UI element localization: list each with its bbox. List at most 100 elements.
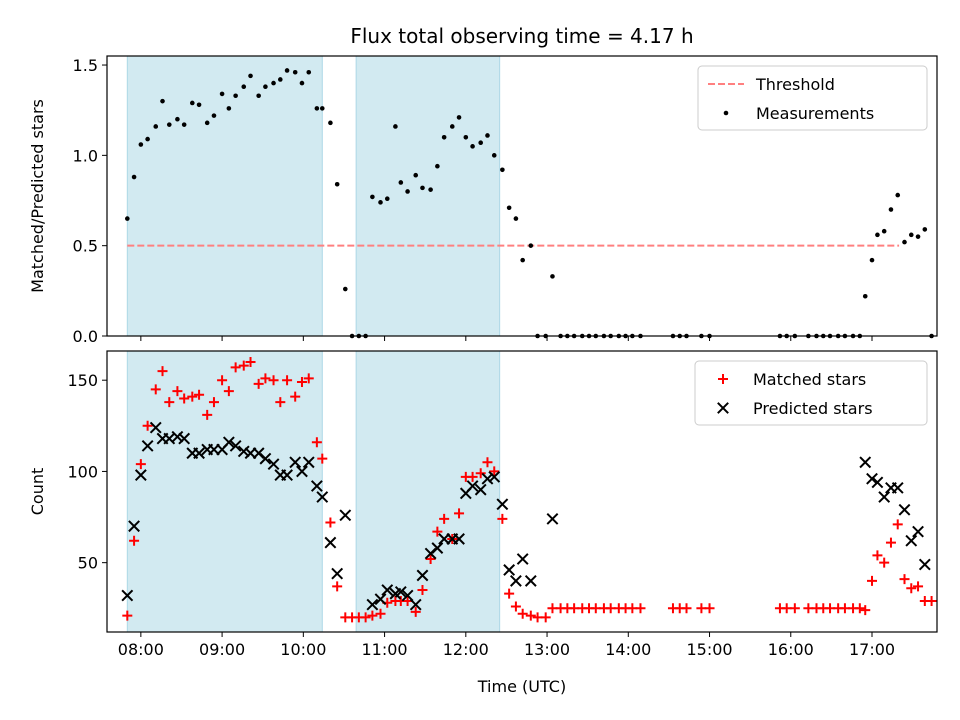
measurement-point [398, 180, 404, 185]
measurement-point [506, 205, 512, 211]
y-tick-label: 1.0 [73, 146, 98, 165]
predicted-point [891, 481, 904, 494]
measurement-point [428, 187, 433, 192]
predicted-point [141, 439, 154, 452]
measurement-point [370, 194, 375, 200]
matched-point [899, 574, 910, 585]
plot-frame [106, 350, 938, 633]
predicted-point [912, 525, 924, 538]
measurement-point [125, 216, 130, 221]
observing-window [126, 55, 323, 337]
matched-point [410, 606, 421, 617]
legend-label: Threshold [755, 75, 835, 94]
predicted-point [366, 598, 379, 611]
measurement-point [278, 77, 283, 82]
predicted-point [859, 456, 872, 469]
predicted-point [149, 421, 162, 434]
predicted-point [171, 430, 184, 443]
ratio-panel: 0.0 0.5 1.0 1.5 Matched/Predicted stars Thres… [28, 55, 938, 346]
matched-point [194, 389, 205, 400]
matched-point [497, 513, 508, 524]
measurement-point [181, 122, 187, 127]
predicted-point [302, 456, 315, 469]
x-tick-label: 11:00 [362, 640, 408, 659]
matched-point [325, 517, 336, 528]
measurement-point [131, 174, 137, 180]
matched-point [510, 601, 521, 612]
matched-point [425, 554, 436, 565]
x-tick-label: 10:00 [280, 640, 326, 659]
measurement-point [145, 136, 150, 142]
matched-point [854, 603, 865, 614]
matched-point [360, 612, 371, 623]
measurement-point [175, 116, 180, 122]
matched-point [172, 386, 183, 397]
measurement-point [263, 84, 268, 90]
matched-point [867, 575, 878, 586]
matched-point [311, 437, 322, 448]
y-tick-label: 0.5 [73, 237, 98, 256]
legend-label: Measurements [756, 104, 874, 123]
measurement-point [413, 172, 419, 178]
measurement-point [513, 216, 519, 221]
y-axis-label: Matched/Predicted stars [28, 99, 47, 293]
measurement-point [378, 200, 383, 205]
matched-point [142, 420, 153, 431]
predicted-point [474, 483, 487, 496]
measurement-point [393, 124, 398, 129]
matched-point [150, 384, 161, 395]
matched-point [187, 391, 198, 402]
measurement-point [204, 120, 210, 126]
measurement-point [219, 91, 225, 97]
matched-point [135, 459, 146, 470]
matched-point [129, 535, 140, 546]
measurement-point [248, 73, 253, 79]
predicted-point [466, 480, 479, 492]
predicted-point [717, 402, 729, 414]
observing-window [355, 55, 501, 337]
measurement-point [405, 189, 410, 194]
predicted-point [481, 472, 494, 485]
series-predicted-stars [121, 421, 931, 611]
predicted-point [409, 598, 422, 611]
matched-point [260, 373, 271, 384]
predicted-point [503, 564, 516, 576]
legend-box [697, 65, 928, 131]
x-tick-label: 09:00 [199, 640, 245, 659]
measurement-point [888, 207, 894, 212]
measurement-point [160, 98, 165, 104]
measurement-point [922, 227, 928, 232]
measurement-point [441, 134, 447, 140]
matched-point [704, 603, 715, 614]
predicted-point [193, 447, 205, 460]
predicted-point [331, 567, 344, 580]
measurement-point [328, 120, 333, 126]
matched-point [885, 537, 896, 548]
matched-point [375, 608, 386, 619]
x-tick-label: 14:00 [605, 640, 651, 659]
measurement-point [875, 232, 880, 238]
matched-point [122, 610, 133, 621]
matched-point [467, 471, 478, 482]
matched-point [635, 603, 646, 614]
predicted-point [178, 432, 191, 445]
predicted-point [134, 469, 147, 481]
matched-point [303, 373, 314, 384]
series-matched-stars [122, 356, 937, 623]
count-panel: 08:00 09:00 10:00 11:00 12:00 13:00 14:00 15:00… [28, 350, 938, 659]
measurement-point [420, 185, 425, 191]
matched-point [432, 526, 443, 537]
predicted-point [229, 439, 242, 452]
y-tick-label: 1.5 [73, 56, 98, 75]
predicted-point [222, 436, 235, 449]
predicted-point [496, 498, 509, 511]
matched-point [482, 457, 493, 468]
predicted-point [898, 503, 911, 516]
matched-point [540, 612, 551, 623]
measurement-point [226, 106, 232, 111]
x-tick-label: 12:00 [443, 640, 489, 659]
predicted-point [453, 533, 465, 545]
measurement-point [306, 69, 312, 75]
predicted-point [128, 520, 140, 533]
